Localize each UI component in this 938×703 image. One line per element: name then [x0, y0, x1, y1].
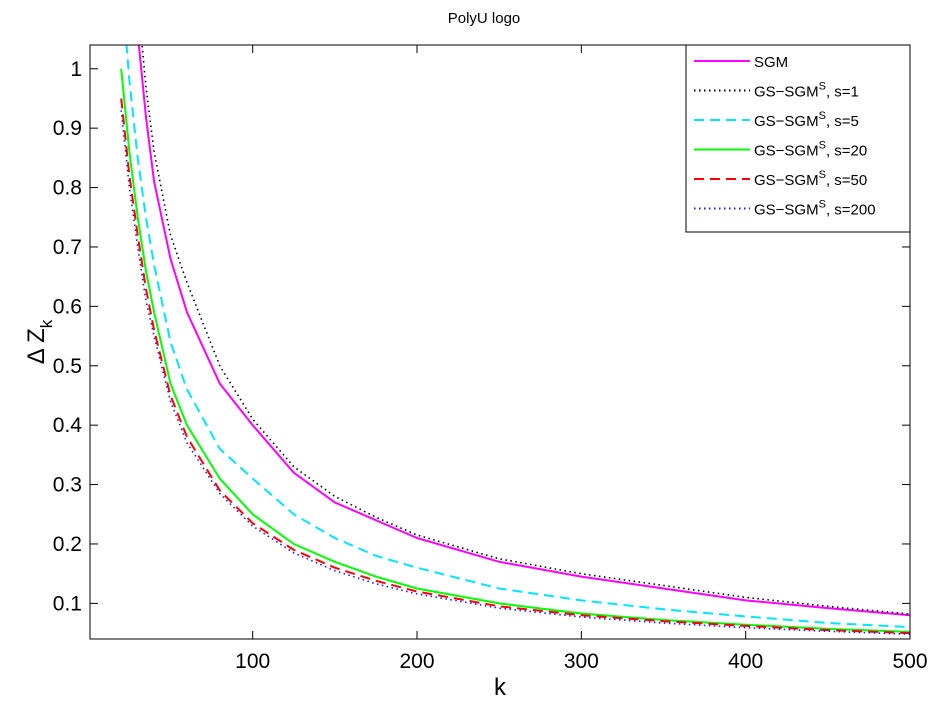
chart-title: PolyU logo [448, 10, 521, 27]
legend-label-3: GS−SGMS, s=5 [754, 110, 859, 130]
axis-layer: 100 200 300 400 500 0.1 0.2 0.3 0.4 0.5 0.6 0.7 0.8 0… [53, 45, 928, 673]
legend-label-4: GS−SGMS, s=20 [754, 140, 867, 160]
y-tick-label: 0.9 [53, 117, 82, 140]
x-tick-label: 200 [399, 650, 434, 673]
series-line-2 [141, 45, 910, 615]
y-axis-title: Δ Zk [23, 319, 56, 364]
y-axis-title-sub: k [37, 319, 56, 328]
x-tick-label: 400 [728, 650, 763, 673]
y-tick-label: 0.4 [53, 414, 83, 437]
legend-label-2: GS−SGMS, s=1 [754, 81, 859, 101]
y-tick-label: 0.1 [53, 592, 82, 615]
series-line-4 [120, 68, 910, 633]
x-tick-label: 500 [892, 650, 927, 673]
legend-box [685, 44, 911, 233]
series-layer [120, 45, 910, 635]
series-line-5 [120, 98, 910, 635]
y-tick-label: 0.8 [53, 177, 82, 200]
x-axis-title: k [494, 674, 507, 701]
series-line-3 [125, 45, 910, 629]
y-tick-label: 1 [70, 58, 82, 81]
plot-frame [89, 44, 911, 640]
y-axis-title-main: Δ Z [23, 328, 50, 364]
y-tick-label: 0.5 [53, 355, 82, 378]
y-tick-label: 0.2 [53, 533, 82, 556]
y-tick-label: 0.3 [53, 474, 82, 497]
x-tick-label: 300 [564, 650, 599, 673]
y-tick-label: 0.7 [53, 236, 82, 259]
legend-label-1: SGM [754, 54, 788, 71]
x-tick-label: 100 [235, 650, 270, 673]
legend: SGM GS−SGMS, s=1 GS−SGMS, s=5 GS−SGMS, s=20… [685, 44, 911, 233]
legend-label-6: GS−SGMS, s=200 [754, 199, 876, 219]
series-line-1 [137, 45, 910, 617]
y-tick-label: 0.6 [53, 295, 82, 318]
legend-label-5: GS−SGMS, s=50 [754, 169, 867, 189]
series-line-6 [120, 110, 910, 635]
